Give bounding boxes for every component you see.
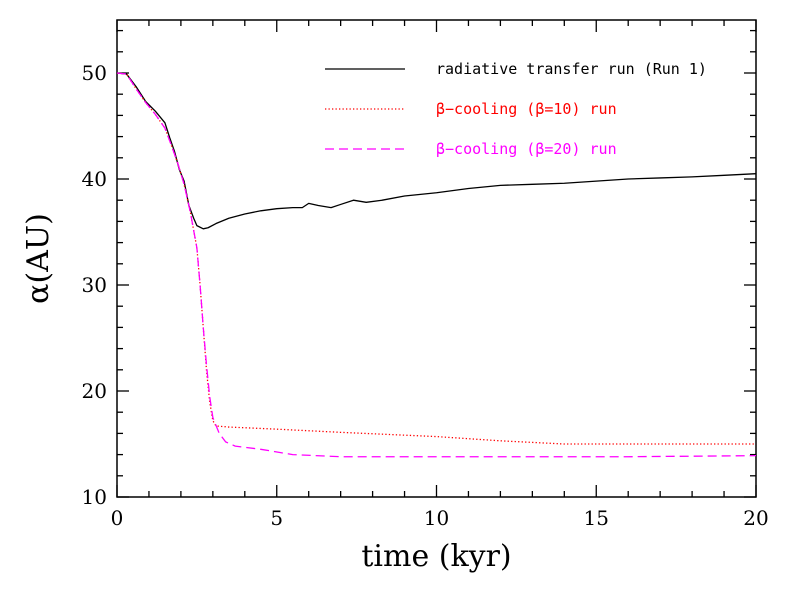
series-layer bbox=[116, 72, 757, 458]
x-tick-label: 15 bbox=[584, 506, 609, 530]
x-axis-title: time (kyr) bbox=[361, 539, 511, 574]
x-tick-label: 0 bbox=[111, 506, 124, 530]
x-tick-label: 5 bbox=[270, 506, 283, 530]
legend-label-3: β−cooling (β=20) run bbox=[436, 140, 617, 158]
y-tick-label: 30 bbox=[82, 273, 107, 297]
y-axis-title: α(AU) bbox=[21, 213, 56, 304]
series-line-1 bbox=[116, 72, 757, 230]
x-tick-label: 20 bbox=[743, 506, 768, 530]
y-tick-label: 10 bbox=[82, 485, 107, 509]
y-tick-label: 40 bbox=[82, 167, 107, 191]
axis-ticks bbox=[116, 20, 757, 498]
legend-label-2: β−cooling (β=10) run bbox=[436, 100, 617, 118]
axis-tick-labels: 0 5 10 15 20 10 20 30 40 50 bbox=[82, 61, 769, 530]
legend-label-1: radiative transfer run (Run 1) bbox=[436, 60, 707, 78]
legend: radiative transfer run (Run 1) β−cooling … bbox=[325, 60, 707, 158]
x-tick-label: 10 bbox=[424, 506, 449, 530]
y-tick-label: 50 bbox=[82, 61, 107, 85]
series-line-3 bbox=[116, 72, 757, 458]
y-tick-label: 20 bbox=[82, 379, 107, 403]
plot-frame bbox=[116, 19, 757, 498]
series-line-2 bbox=[116, 72, 756, 445]
